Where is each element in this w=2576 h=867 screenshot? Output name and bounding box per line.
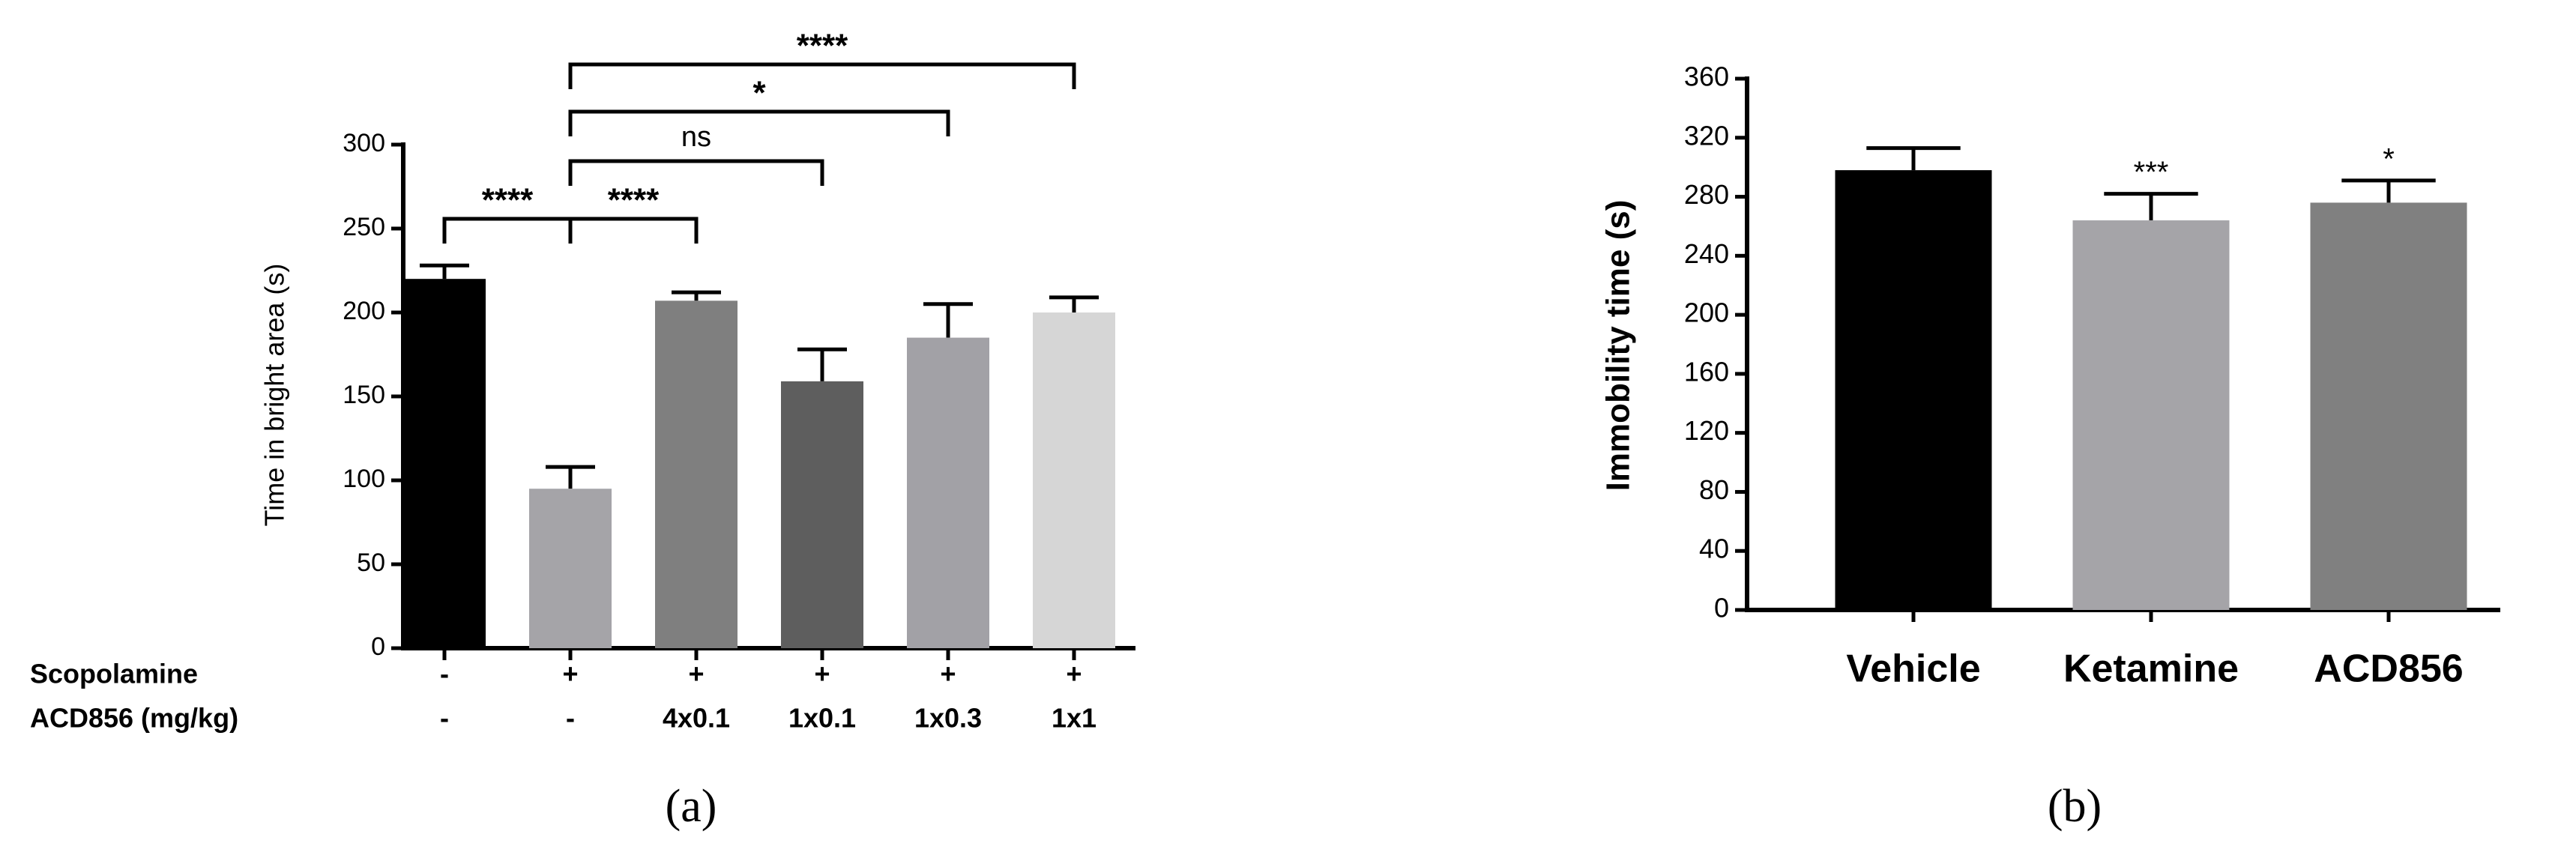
significance-bracket bbox=[568, 62, 1076, 89]
y-tick-label: 240 bbox=[1684, 238, 1729, 269]
y-axis-label: Time in bright area (s) bbox=[259, 264, 290, 527]
significance-label: **** bbox=[797, 28, 848, 64]
row-label: ACD856 (mg/kg) bbox=[30, 703, 238, 734]
bar bbox=[781, 381, 863, 648]
significance-label: * bbox=[752, 75, 766, 112]
y-tick-label: 360 bbox=[1684, 61, 1729, 92]
y-tick-label: 0 bbox=[371, 632, 385, 661]
x-tick-label: Ketamine bbox=[2063, 647, 2239, 691]
y-tick-label: 280 bbox=[1684, 179, 1729, 210]
x-tick-label: - bbox=[440, 659, 449, 689]
bar bbox=[907, 337, 989, 648]
x-tick-label: - bbox=[566, 703, 575, 734]
bar bbox=[2072, 220, 2230, 611]
x-tick-label: ACD856 bbox=[2314, 647, 2463, 691]
y-tick-label: 0 bbox=[1714, 593, 1729, 623]
y-tick-label: 200 bbox=[343, 297, 385, 325]
bar bbox=[1835, 170, 1992, 610]
x-tick-label: 1x1 bbox=[1052, 703, 1097, 734]
y-tick-label: 160 bbox=[1684, 356, 1729, 387]
y-tick-label: 80 bbox=[1699, 474, 1729, 505]
panel-label: (a) bbox=[666, 781, 717, 832]
y-axis-label: Immobility time (s) bbox=[1600, 200, 1637, 492]
bar bbox=[529, 489, 612, 648]
significance-bracket bbox=[568, 159, 824, 186]
significance-label: *** bbox=[2134, 156, 2169, 189]
x-tick-label: + bbox=[940, 659, 956, 689]
y-tick-label: 120 bbox=[1684, 415, 1729, 446]
panel-label: (b) bbox=[2048, 781, 2102, 832]
x-tick-label: 1x0.1 bbox=[788, 703, 856, 734]
x-tick-label: + bbox=[562, 659, 578, 689]
x-tick-label: 1x0.3 bbox=[914, 703, 982, 734]
x-tick-label: 4x0.1 bbox=[663, 703, 730, 734]
x-tick-label: + bbox=[814, 659, 830, 689]
bar bbox=[403, 279, 486, 648]
significance-bracket bbox=[442, 217, 573, 244]
y-tick-label: 150 bbox=[343, 381, 385, 409]
bar bbox=[655, 300, 737, 648]
x-tick-label: + bbox=[688, 659, 704, 689]
bar bbox=[1033, 312, 1115, 648]
y-tick-label: 100 bbox=[343, 465, 385, 493]
bar bbox=[2310, 202, 2467, 610]
row-label: Scopolamine bbox=[30, 659, 198, 689]
y-tick-label: 200 bbox=[1684, 297, 1729, 328]
y-tick-label: 320 bbox=[1684, 120, 1729, 151]
significance-label: ns bbox=[681, 121, 711, 153]
significance-label: **** bbox=[482, 182, 534, 219]
significance-bracket bbox=[568, 109, 950, 136]
significance-bracket bbox=[568, 217, 699, 244]
y-tick-label: 300 bbox=[343, 129, 385, 157]
significance-label: **** bbox=[608, 182, 660, 219]
x-tick-label: + bbox=[1066, 659, 1082, 689]
y-tick-label: 50 bbox=[357, 549, 385, 577]
significance-label: * bbox=[2383, 142, 2395, 175]
y-tick-label: 250 bbox=[343, 213, 385, 241]
y-tick-label: 40 bbox=[1699, 534, 1729, 564]
x-tick-label: Vehicle bbox=[1846, 647, 1980, 691]
x-tick-label: - bbox=[440, 703, 449, 734]
